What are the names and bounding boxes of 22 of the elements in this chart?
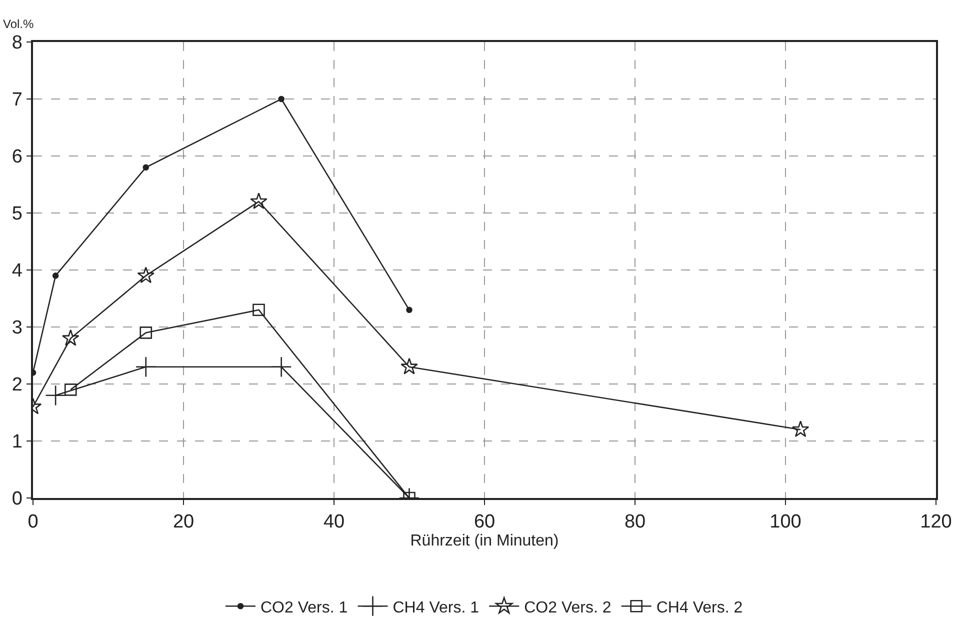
x-axis-title: Rührzeit (in Minuten)	[410, 532, 559, 550]
y-tick-label: 2	[12, 374, 22, 396]
y-tick-label: 7	[12, 90, 22, 111]
y-tick-label: 8	[12, 32, 22, 54]
legend-label: CO2 Vers. 2	[524, 599, 612, 616]
x-tick-label: 80	[624, 512, 646, 533]
legend-label: CH4 Vers. 1	[392, 599, 480, 616]
y-tick-label: 3	[12, 318, 22, 339]
x-tick-label: 0	[28, 512, 38, 533]
y-tick-label: 6	[12, 146, 22, 168]
legend-label: CH4 Vers. 2	[656, 599, 743, 616]
x-tick-label: 40	[323, 512, 345, 533]
y-tick-label: 1	[12, 432, 22, 453]
y-tick-label: 5	[12, 204, 22, 225]
x-tick-label: 60	[474, 512, 496, 533]
legend-label: CO2 Vers. 1	[260, 599, 348, 616]
x-tick-label: 20	[172, 512, 194, 533]
x-tick-label: 100	[770, 512, 802, 533]
x-tick-label: 120	[920, 512, 952, 533]
y-tick-label: 0	[12, 488, 22, 510]
y-axis-title: Vol.%	[3, 17, 34, 31]
y-tick-label: 4	[12, 260, 23, 282]
